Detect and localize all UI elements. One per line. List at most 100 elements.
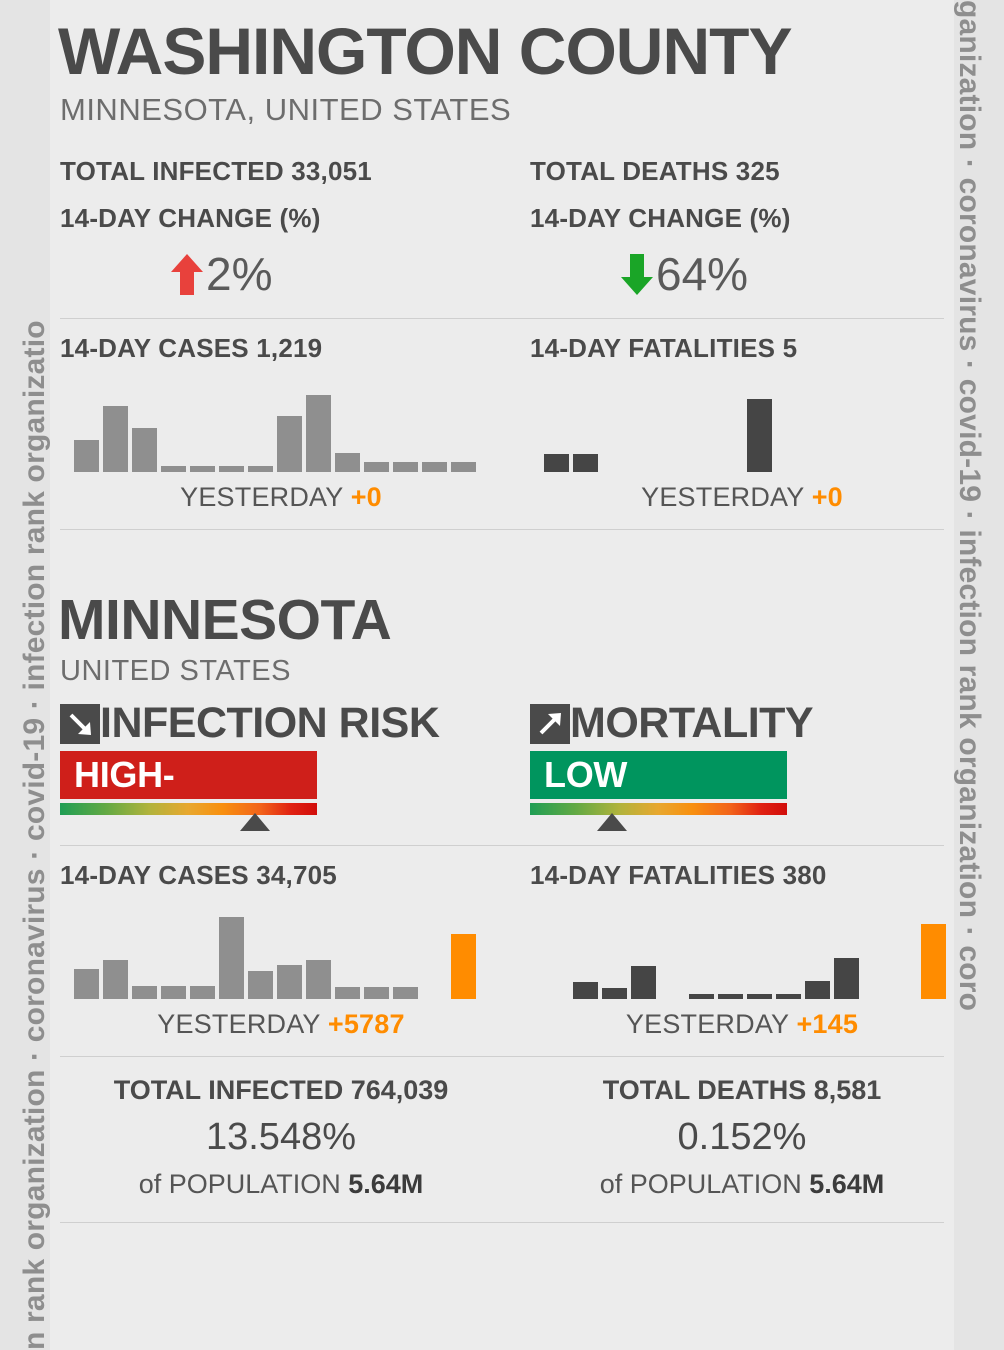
bar	[422, 462, 447, 472]
bar	[393, 462, 418, 472]
county-fatalities-yesterday-label: YESTERDAY	[641, 482, 804, 512]
county-divider-2	[60, 529, 944, 530]
bar	[393, 987, 418, 999]
arrow-down-icon	[620, 252, 654, 296]
right-watermark-rail: ganization · coronavirus · covid-19 · in…	[954, 0, 1004, 1350]
state-fatalities-yesterday-label: YESTERDAY	[625, 1009, 789, 1039]
bar	[74, 440, 99, 472]
arrow-up-right-icon	[530, 703, 570, 744]
county-infected-change-row: 2%	[60, 246, 502, 302]
county-fatalities-chart-panel: 14-DAY FATALITIES 5 YESTERDAY +0	[502, 333, 954, 513]
state-cases-chart-panel: 14-DAY CASES 34,705 YESTERDAY +5787	[50, 860, 502, 1040]
state-divider-2	[60, 1056, 944, 1057]
infection-risk-header: INFECTION RISK	[60, 702, 502, 745]
infection-risk-scale	[60, 803, 317, 815]
state-fatalities-chart-panel: 14-DAY FATALITIES 380 YESTERDAY +145	[502, 860, 954, 1040]
bar	[544, 454, 569, 472]
county-infected-change-label: 14-DAY CHANGE (%)	[60, 203, 321, 233]
bar	[132, 986, 157, 999]
bar	[718, 994, 743, 999]
bar	[631, 966, 656, 999]
bar	[602, 988, 627, 999]
state-deaths-pop-prefix: of POPULATION	[599, 1169, 810, 1199]
infection-risk-panel: INFECTION RISK HIGH-	[50, 692, 502, 831]
county-cases-yesterday: YESTERDAY +0	[60, 482, 502, 513]
county-cases-yesterday-value: +0	[350, 482, 382, 512]
bar	[834, 958, 859, 999]
mortality-header: MORTALITY	[530, 702, 954, 745]
state-totals-infected: TOTAL INFECTED 764,039 13.548% of POPULA…	[60, 1075, 502, 1200]
right-watermark-text: ganization · coronavirus · covid-19 · in…	[954, 0, 986, 1012]
state-fatalities-label: 14-DAY FATALITIES 380	[530, 860, 827, 890]
bar	[921, 924, 946, 999]
bar	[747, 994, 772, 999]
left-watermark-rail: n rank organization · coronavirus · covi…	[0, 0, 50, 1350]
state-total-deaths-population: of POPULATION 5.64M	[530, 1169, 954, 1200]
bar	[306, 960, 331, 999]
mortality-scale-wrap	[530, 803, 787, 831]
state-fatalities-chart	[544, 913, 954, 999]
bar	[248, 971, 273, 999]
infographic-stage: WASHINGTON COUNTY MINNESOTA, UNITED STAT…	[50, 0, 954, 1350]
infection-risk-marker	[240, 813, 271, 831]
mortality-level: LOW	[544, 754, 628, 795]
county-summary-row: TOTAL INFECTED 33,051 14-DAY CHANGE (%) …	[50, 156, 954, 302]
bar	[306, 395, 331, 472]
county-cases-chart-panel: 14-DAY CASES 1,219 YESTERDAY +0	[50, 333, 502, 513]
state-charts-row: 14-DAY CASES 34,705 YESTERDAY +5787 14-D…	[50, 860, 954, 1040]
arrow-up-icon	[170, 252, 204, 296]
bar	[277, 965, 302, 999]
state-totals-deaths: TOTAL DEATHS 8,581 0.152% of POPULATION …	[530, 1075, 954, 1200]
state-fatalities-yesterday: YESTERDAY +145	[530, 1009, 954, 1040]
bar	[335, 987, 360, 999]
state-cases-yesterday: YESTERDAY +5787	[60, 1009, 502, 1040]
county-title: WASHINGTON COUNTY	[58, 14, 792, 88]
bar	[190, 986, 215, 999]
bar	[451, 934, 476, 999]
state-total-infected-population: of POPULATION 5.64M	[60, 1169, 502, 1200]
state-totals-row: TOTAL INFECTED 764,039 13.548% of POPULA…	[50, 1057, 954, 1200]
bar	[335, 453, 360, 472]
bar	[451, 462, 476, 472]
county-divider-1	[60, 318, 944, 319]
bar	[161, 986, 186, 999]
infection-risk-level-bar: HIGH-	[60, 751, 317, 799]
mortality-marker	[597, 813, 628, 831]
bar	[103, 960, 128, 999]
mortality-scale	[530, 803, 787, 815]
county-cases-chart	[74, 386, 502, 472]
left-watermark-text: n rank organization · coronavirus · covi…	[18, 320, 50, 1350]
bar	[248, 466, 273, 472]
county-subtitle: MINNESOTA, UNITED STATES	[60, 92, 512, 127]
infection-risk-level: HIGH-	[74, 754, 175, 795]
bar	[573, 454, 598, 472]
bar	[132, 428, 157, 472]
mortality-panel: MORTALITY LOW	[502, 692, 954, 831]
state-total-deaths-pct: 0.152%	[677, 1116, 807, 1158]
county-deaths-change-value: 64%	[656, 248, 749, 300]
county-infected-panel: TOTAL INFECTED 33,051 14-DAY CHANGE (%) …	[50, 156, 502, 302]
bar	[190, 466, 215, 472]
county-deaths-panel: TOTAL DEATHS 325 14-DAY CHANGE (%) 64%	[502, 156, 954, 302]
infection-risk-scale-wrap	[60, 803, 317, 831]
state-meters-row: INFECTION RISK HIGH- MORTALITY	[50, 692, 954, 831]
state-cases-yesterday-value: +5787	[327, 1009, 405, 1039]
state-totals-deaths-panel: TOTAL DEATHS 8,581 0.152% of POPULATION …	[502, 1057, 954, 1200]
county-deaths-change-row: 64%	[530, 246, 954, 302]
state-cases-label: 14-DAY CASES 34,705	[60, 860, 337, 890]
bar	[776, 994, 801, 999]
county-cases-yesterday-label: YESTERDAY	[180, 482, 343, 512]
state-cases-yesterday-label: YESTERDAY	[157, 1009, 321, 1039]
state-total-infected-head: TOTAL INFECTED 764,039	[113, 1075, 449, 1105]
bar	[689, 994, 714, 999]
bar	[364, 462, 389, 472]
state-fatalities-yesterday-value: +145	[796, 1009, 859, 1039]
mortality-title: MORTALITY	[570, 699, 814, 747]
bar	[805, 981, 830, 999]
bar	[74, 969, 99, 999]
state-deaths-pop-value: 5.64M	[809, 1169, 885, 1199]
state-title: MINNESOTA	[58, 588, 392, 652]
county-cases-label: 14-DAY CASES 1,219	[60, 333, 323, 363]
bar	[219, 466, 244, 472]
county-total-infected-label: TOTAL INFECTED 33,051	[60, 156, 372, 186]
